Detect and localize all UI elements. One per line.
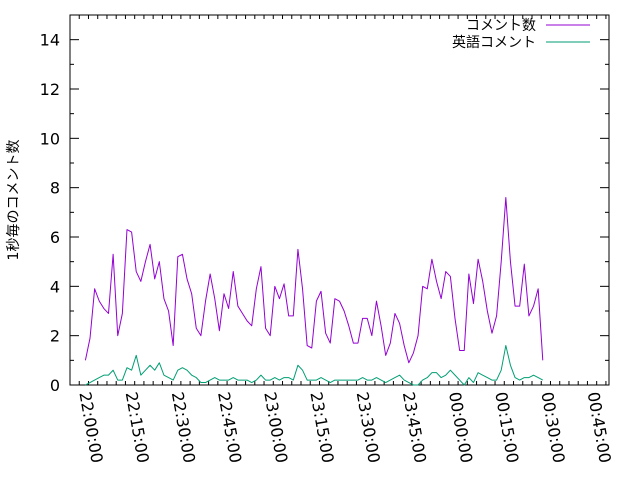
x-tick-label: 22:30:00 xyxy=(168,390,199,464)
y-tick-label: 12 xyxy=(40,80,60,99)
x-tick-label: 23:15:00 xyxy=(306,390,337,464)
x-tick-label: 23:30:00 xyxy=(353,390,384,464)
y-tick-label: 10 xyxy=(40,129,60,148)
y-tick-label: 6 xyxy=(50,228,60,247)
y-tick-label: 0 xyxy=(50,376,60,395)
series-line-english xyxy=(85,345,544,386)
series-line-comments xyxy=(84,197,544,364)
x-tick-label: 00:45:00 xyxy=(584,390,615,464)
x-tick-label: 23:45:00 xyxy=(399,390,430,464)
series-layer xyxy=(84,197,544,386)
y-tick-labels: 0 2 4 6 8 10 12 14 xyxy=(40,31,60,395)
x-tick-labels: 22:00:00 22:15:00 22:30:00 22:45:00 23:00:00… xyxy=(75,390,614,464)
y-tick-label: 8 xyxy=(50,179,60,198)
tick-marks xyxy=(69,14,609,386)
x-tick-label: 00:30:00 xyxy=(537,390,568,464)
x-tick-label: 00:15:00 xyxy=(491,390,522,464)
x-tick-label: 22:15:00 xyxy=(122,390,153,464)
x-tick-label: 00:00:00 xyxy=(445,390,476,464)
x-tick-label: 23:00:00 xyxy=(260,390,291,464)
legend: コメント数 英語コメント xyxy=(452,18,590,51)
legend-label-english: 英語コメント xyxy=(452,34,536,51)
y-tick-label: 4 xyxy=(50,277,60,296)
legend-label-comments: コメント数 xyxy=(466,18,536,34)
x-tick-label: 22:00:00 xyxy=(75,390,106,464)
y-axis-title: 1秒毎のコメント数 xyxy=(6,140,22,261)
y-tick-label: 2 xyxy=(50,327,60,346)
y-tick-label: 14 xyxy=(40,31,60,50)
plot-frame xyxy=(69,14,610,386)
x-tick-label: 22:45:00 xyxy=(214,390,245,464)
